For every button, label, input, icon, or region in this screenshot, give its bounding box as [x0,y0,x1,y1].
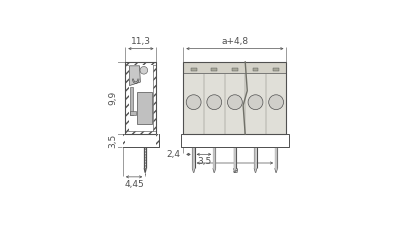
Bar [211,68,217,71]
Polygon shape [234,134,236,173]
Text: 2,4: 2,4 [166,150,180,159]
Circle shape [186,95,201,110]
Circle shape [228,95,242,110]
Text: a+4,8: a+4,8 [221,36,248,45]
Polygon shape [192,134,195,173]
Bar [191,68,196,71]
Bar [123,134,159,146]
Bar [153,62,156,134]
Circle shape [207,95,222,110]
Polygon shape [213,134,216,173]
Bar [273,68,279,71]
Polygon shape [130,66,140,86]
Text: 4,45: 4,45 [124,180,144,189]
Bar [253,68,258,71]
Circle shape [248,95,263,110]
Bar [125,62,129,134]
Bar [232,68,238,71]
Bar [183,62,286,73]
Circle shape [140,67,148,74]
Bar [138,92,152,124]
Bar [183,62,286,134]
Text: 3,5: 3,5 [108,133,117,148]
Bar [130,111,136,115]
Bar [125,62,156,134]
Polygon shape [275,134,277,173]
Bar [125,62,156,65]
Text: 3,5: 3,5 [197,158,211,166]
Bar [129,65,153,130]
Bar [125,130,156,134]
Bar [183,62,286,134]
Bar [156,134,159,146]
Text: 11,3: 11,3 [131,36,151,45]
Bar [181,134,288,146]
Text: 9,9: 9,9 [108,91,117,105]
Bar [123,134,125,146]
Text: a: a [232,166,238,175]
Bar [130,87,133,115]
Bar [125,62,156,134]
Polygon shape [254,134,257,173]
Circle shape [269,95,284,110]
